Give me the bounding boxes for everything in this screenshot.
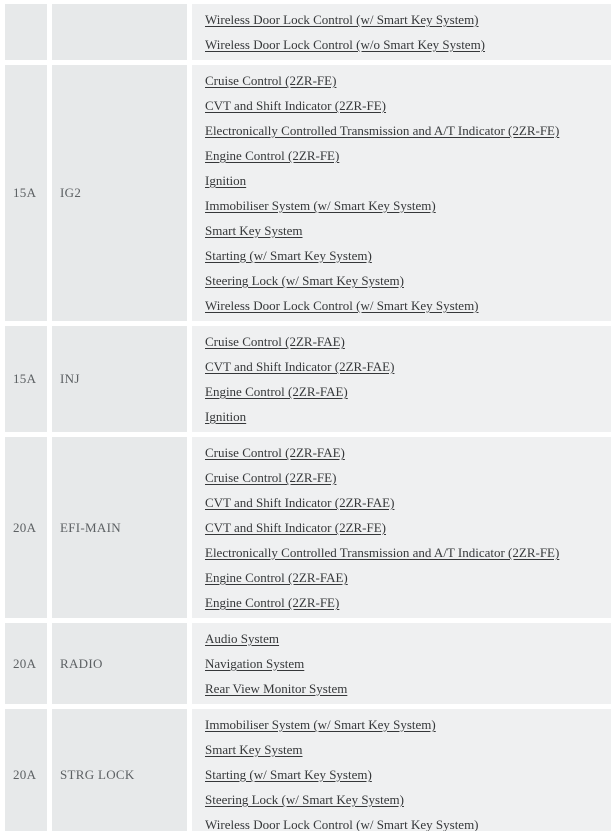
system-link[interactable]: Wireless Door Lock Control (w/o Smart Ke… — [205, 37, 486, 52]
table-row: 15A IG2 Cruise Control (2ZR-FE) CVT and Shi… — [5, 65, 611, 321]
systems-cell: Immobiliser System (w/ Smart Key System)… — [192, 709, 611, 831]
system-link[interactable]: Engine Control (2ZR-FE) — [205, 595, 340, 610]
fuse-amperage-cell: 20A — [5, 623, 47, 704]
system-link[interactable]: Audio System — [205, 631, 280, 646]
table-row: 20A STRG LOCK Immobiliser System (w/ Smart… — [5, 709, 611, 831]
system-link[interactable]: Wireless Door Lock Control (w/ Smart Key… — [205, 298, 479, 313]
system-link[interactable]: Engine Control (2ZR-FAE) — [205, 570, 348, 585]
system-link[interactable]: CVT and Shift Indicator (2ZR-FAE) — [205, 495, 395, 510]
systems-cell: Cruise Control (2ZR-FAE) CVT and Shift In… — [192, 326, 611, 432]
system-link[interactable]: Cruise Control (2ZR-FAE) — [205, 445, 345, 460]
fuse-table-body: Wireless Door Lock Control (w/ Smart Key… — [5, 4, 611, 831]
system-link[interactable]: Navigation System — [205, 656, 305, 671]
table-row: 15A INJ Cruise Control (2ZR-FAE) CVT and Sh… — [5, 326, 611, 432]
system-link[interactable]: Starting (w/ Smart Key System) — [205, 767, 372, 782]
system-link[interactable]: Immobiliser System (w/ Smart Key System) — [205, 717, 436, 732]
fuse-name-cell: IG2 — [52, 65, 187, 321]
system-link[interactable]: Cruise Control (2ZR-FAE) — [205, 334, 345, 349]
system-link[interactable]: Steering Lock (w/ Smart Key System) — [205, 273, 404, 288]
system-link[interactable]: Steering Lock (w/ Smart Key System) — [205, 792, 404, 807]
systems-cell: Cruise Control (2ZR-FE) CVT and Shift Ind… — [192, 65, 611, 321]
system-link[interactable]: Smart Key System — [205, 742, 303, 757]
system-link[interactable]: CVT and Shift Indicator (2ZR-FE) — [205, 520, 387, 535]
system-link[interactable]: CVT and Shift Indicator (2ZR-FAE) — [205, 359, 395, 374]
system-link[interactable]: Ignition — [205, 409, 247, 424]
fuse-name-cell: EFI-MAIN — [52, 437, 187, 618]
system-link[interactable]: Cruise Control (2ZR-FE) — [205, 470, 337, 485]
system-link[interactable]: Engine Control (2ZR-FAE) — [205, 384, 348, 399]
fuse-name-cell: INJ — [52, 326, 187, 432]
system-link[interactable]: Wireless Door Lock Control (w/ Smart Key… — [205, 817, 479, 831]
table-row: 20A RADIO Audio System Navigation System Rea… — [5, 623, 611, 704]
system-link[interactable]: Immobiliser System (w/ Smart Key System) — [205, 198, 436, 213]
fuse-name-cell: RADIO — [52, 623, 187, 704]
fuse-name-cell: STRG LOCK — [52, 709, 187, 831]
system-link[interactable]: Starting (w/ Smart Key System) — [205, 248, 372, 263]
fuse-amperage-cell: 15A — [5, 65, 47, 321]
system-link[interactable]: CVT and Shift Indicator (2ZR-FE) — [205, 98, 387, 113]
system-link[interactable]: Wireless Door Lock Control (w/ Smart Key… — [205, 12, 479, 27]
table-row: 20A EFI-MAIN Cruise Control (2ZR-FAE) Cruis… — [5, 437, 611, 618]
system-link[interactable]: Smart Key System — [205, 223, 303, 238]
system-link[interactable]: Electronically Controlled Transmission a… — [205, 545, 560, 560]
system-link[interactable]: Engine Control (2ZR-FE) — [205, 148, 340, 163]
fuse-amperage-cell: 15A — [5, 326, 47, 432]
table-row: Wireless Door Lock Control (w/ Smart Key… — [5, 4, 611, 60]
fuse-amperage-cell: 20A — [5, 437, 47, 618]
system-link[interactable]: Rear View Monitor System — [205, 681, 348, 696]
system-link[interactable]: Ignition — [205, 173, 247, 188]
system-link[interactable]: Cruise Control (2ZR-FE) — [205, 73, 337, 88]
fuse-name-cell — [52, 4, 187, 60]
systems-cell: Wireless Door Lock Control (w/ Smart Key… — [192, 4, 611, 60]
fuse-amperage-cell: 20A — [5, 709, 47, 831]
systems-cell: Cruise Control (2ZR-FAE) Cruise Control (… — [192, 437, 611, 618]
system-link[interactable]: Electronically Controlled Transmission a… — [205, 123, 560, 138]
systems-cell: Audio System Navigation System Rear View M… — [192, 623, 611, 704]
fuse-amperage-cell — [5, 4, 47, 60]
